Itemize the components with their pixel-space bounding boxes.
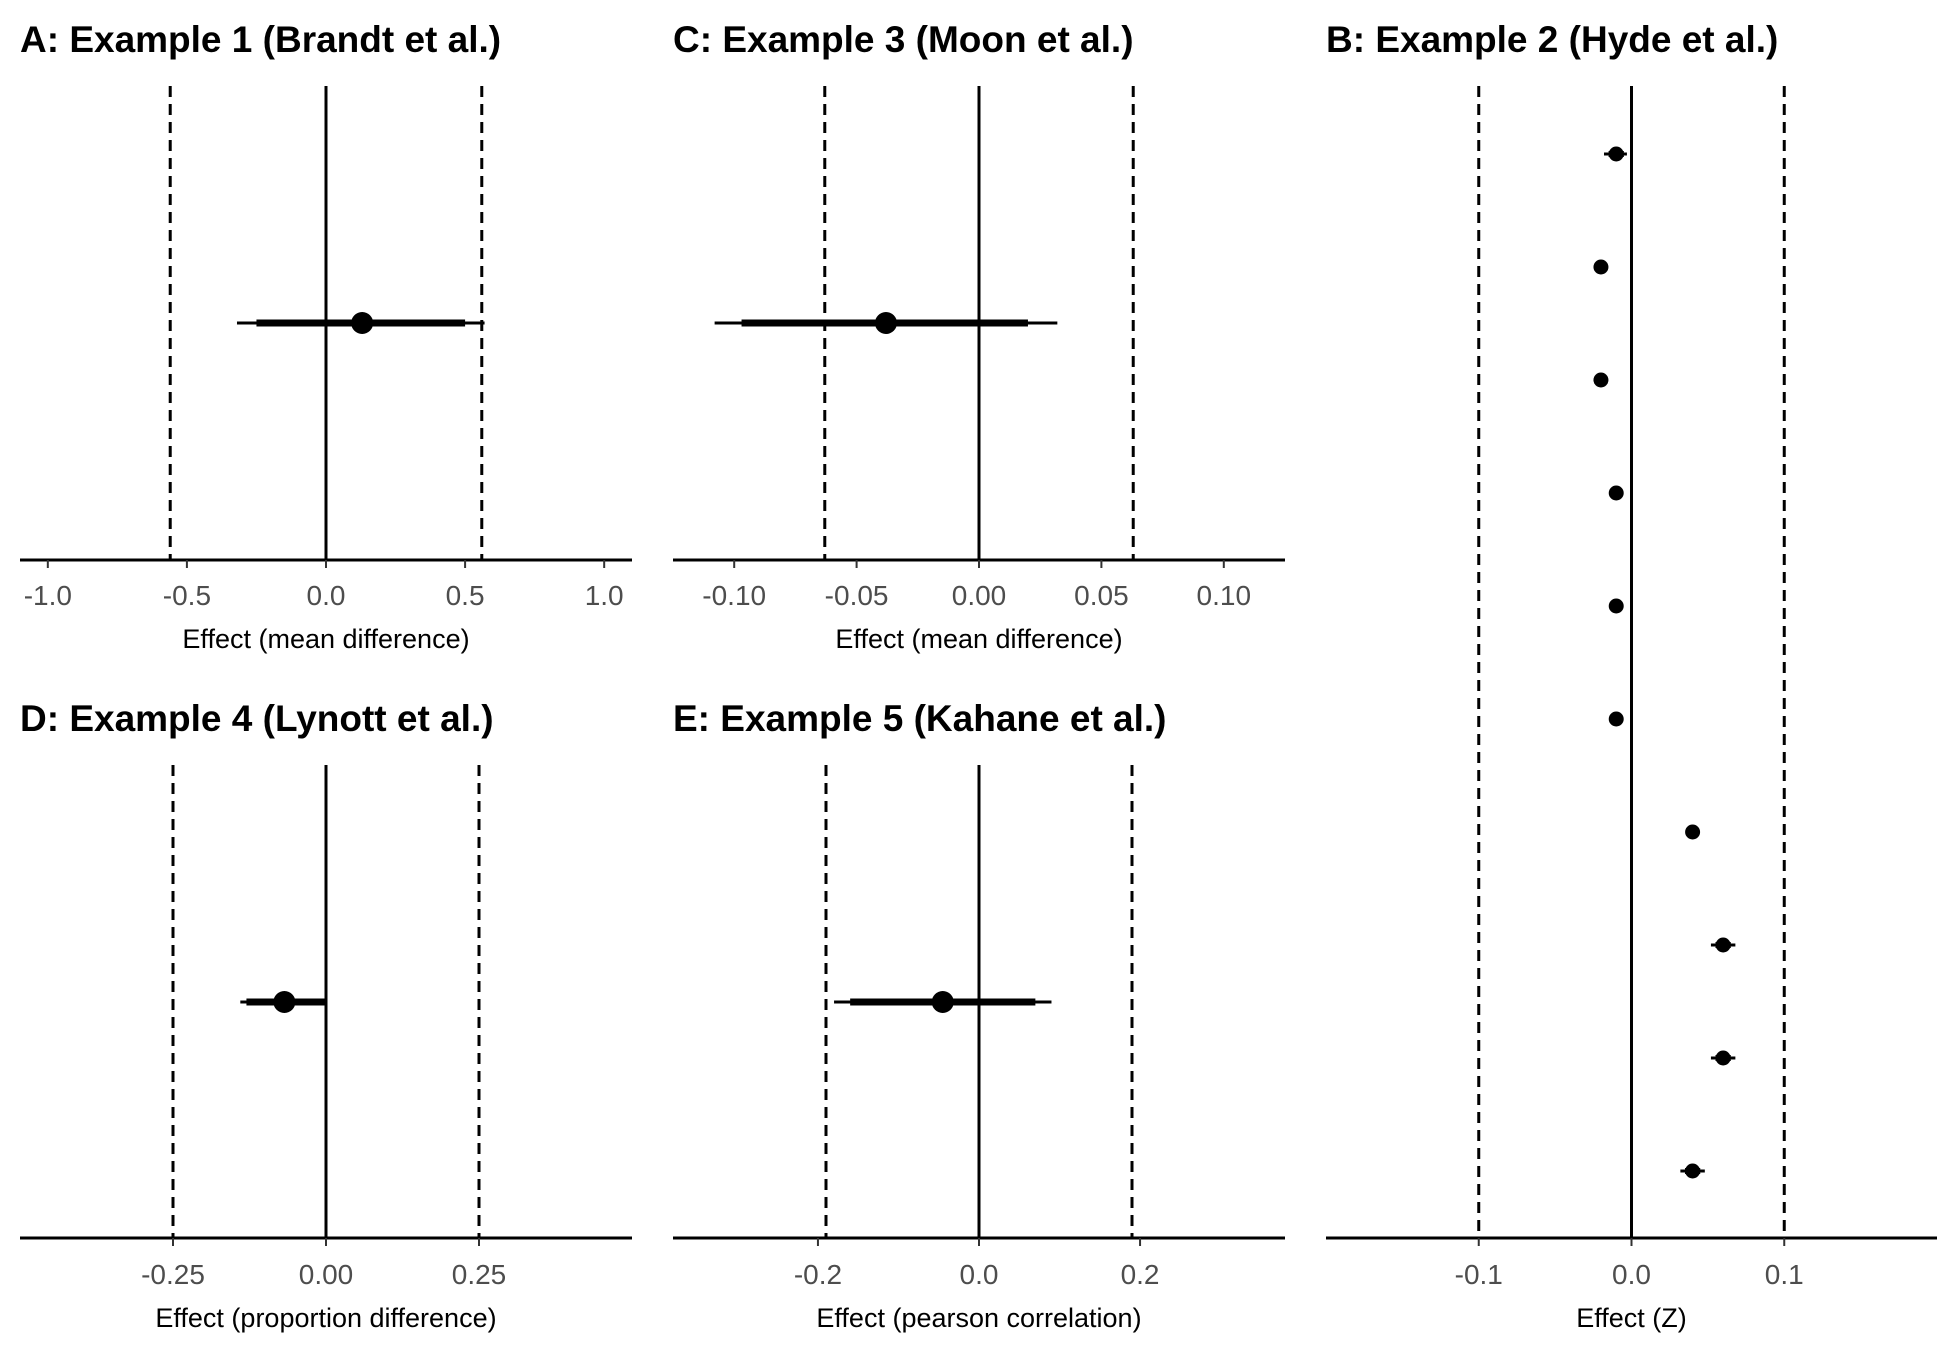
point-estimate <box>1593 372 1609 388</box>
x-tick-label: 0.5 <box>446 580 485 611</box>
panel-title: D: Example 4 (Lynott et al.) <box>20 698 494 739</box>
panel-title: C: Example 3 (Moon et al.) <box>673 19 1134 60</box>
point-estimate <box>351 312 374 334</box>
point-estimate <box>931 991 954 1013</box>
x-axis-title: Effect (mean difference) <box>835 624 1122 654</box>
point-estimate <box>1608 146 1624 162</box>
x-tick-label: 0.0 <box>960 1259 999 1290</box>
x-axis-title: Effect (mean difference) <box>182 624 469 654</box>
point-estimate <box>1715 937 1731 953</box>
panel-c: C: Example 3 (Moon et al.) -0.10 -0.05 0.00… <box>673 19 1285 654</box>
x-tick-label: 0.00 <box>952 580 1007 611</box>
panel-d: D: Example 4 (Lynott et al.) -0.25 0.00 0.2… <box>20 698 632 1333</box>
x-tick-label: 0.00 <box>299 1259 354 1290</box>
point-estimate <box>1685 824 1701 840</box>
panel-title: B: Example 2 (Hyde et al.) <box>1326 19 1778 60</box>
point-estimate <box>1715 1050 1731 1066</box>
point-estimate <box>1608 598 1624 614</box>
x-tick-label: -0.25 <box>141 1259 205 1290</box>
x-tick-label: 0.25 <box>452 1259 507 1290</box>
x-tick-label: -0.5 <box>163 580 211 611</box>
panel-title: A: Example 1 (Brandt et al.) <box>20 19 501 60</box>
point-estimate <box>273 991 296 1013</box>
x-tick-label: 0.0 <box>307 580 346 611</box>
x-tick-label: -0.1 <box>1455 1259 1503 1290</box>
panel-b: B: Example 2 (Hyde et al.) -0.1 0.0 0.1 Effe… <box>1326 19 1937 1333</box>
x-tick-label: 0.0 <box>1612 1259 1651 1290</box>
x-tick-label: 1.0 <box>585 580 624 611</box>
point-estimate <box>874 312 897 334</box>
panel-e: E: Example 5 (Kahane et al.) -0.2 0.0 0.2 Ef… <box>673 698 1285 1333</box>
panel-a: A: Example 1 (Brandt et al.) -1.0 -0.5 0.0 0… <box>20 19 632 654</box>
x-tick-label: 0.10 <box>1197 580 1252 611</box>
point-estimate <box>1608 485 1624 501</box>
x-axis-title: Effect (Z) <box>1576 1303 1687 1333</box>
panel-title: E: Example 5 (Kahane et al.) <box>673 698 1167 739</box>
x-tick-label: -0.2 <box>794 1259 842 1290</box>
x-axis-title: Effect (pearson correlation) <box>816 1303 1141 1333</box>
x-tick-label: 0.2 <box>1121 1259 1160 1290</box>
x-tick-label: -1.0 <box>24 580 72 611</box>
x-axis-title: Effect (proportion difference) <box>155 1303 496 1333</box>
point-estimate <box>1685 1163 1701 1179</box>
x-tick-label: -0.10 <box>702 580 766 611</box>
point-estimate <box>1593 259 1609 275</box>
x-tick-label: -0.05 <box>825 580 889 611</box>
x-tick-label: 0.1 <box>1765 1259 1804 1290</box>
x-tick-label: 0.05 <box>1074 580 1129 611</box>
point-estimate <box>1608 711 1624 727</box>
